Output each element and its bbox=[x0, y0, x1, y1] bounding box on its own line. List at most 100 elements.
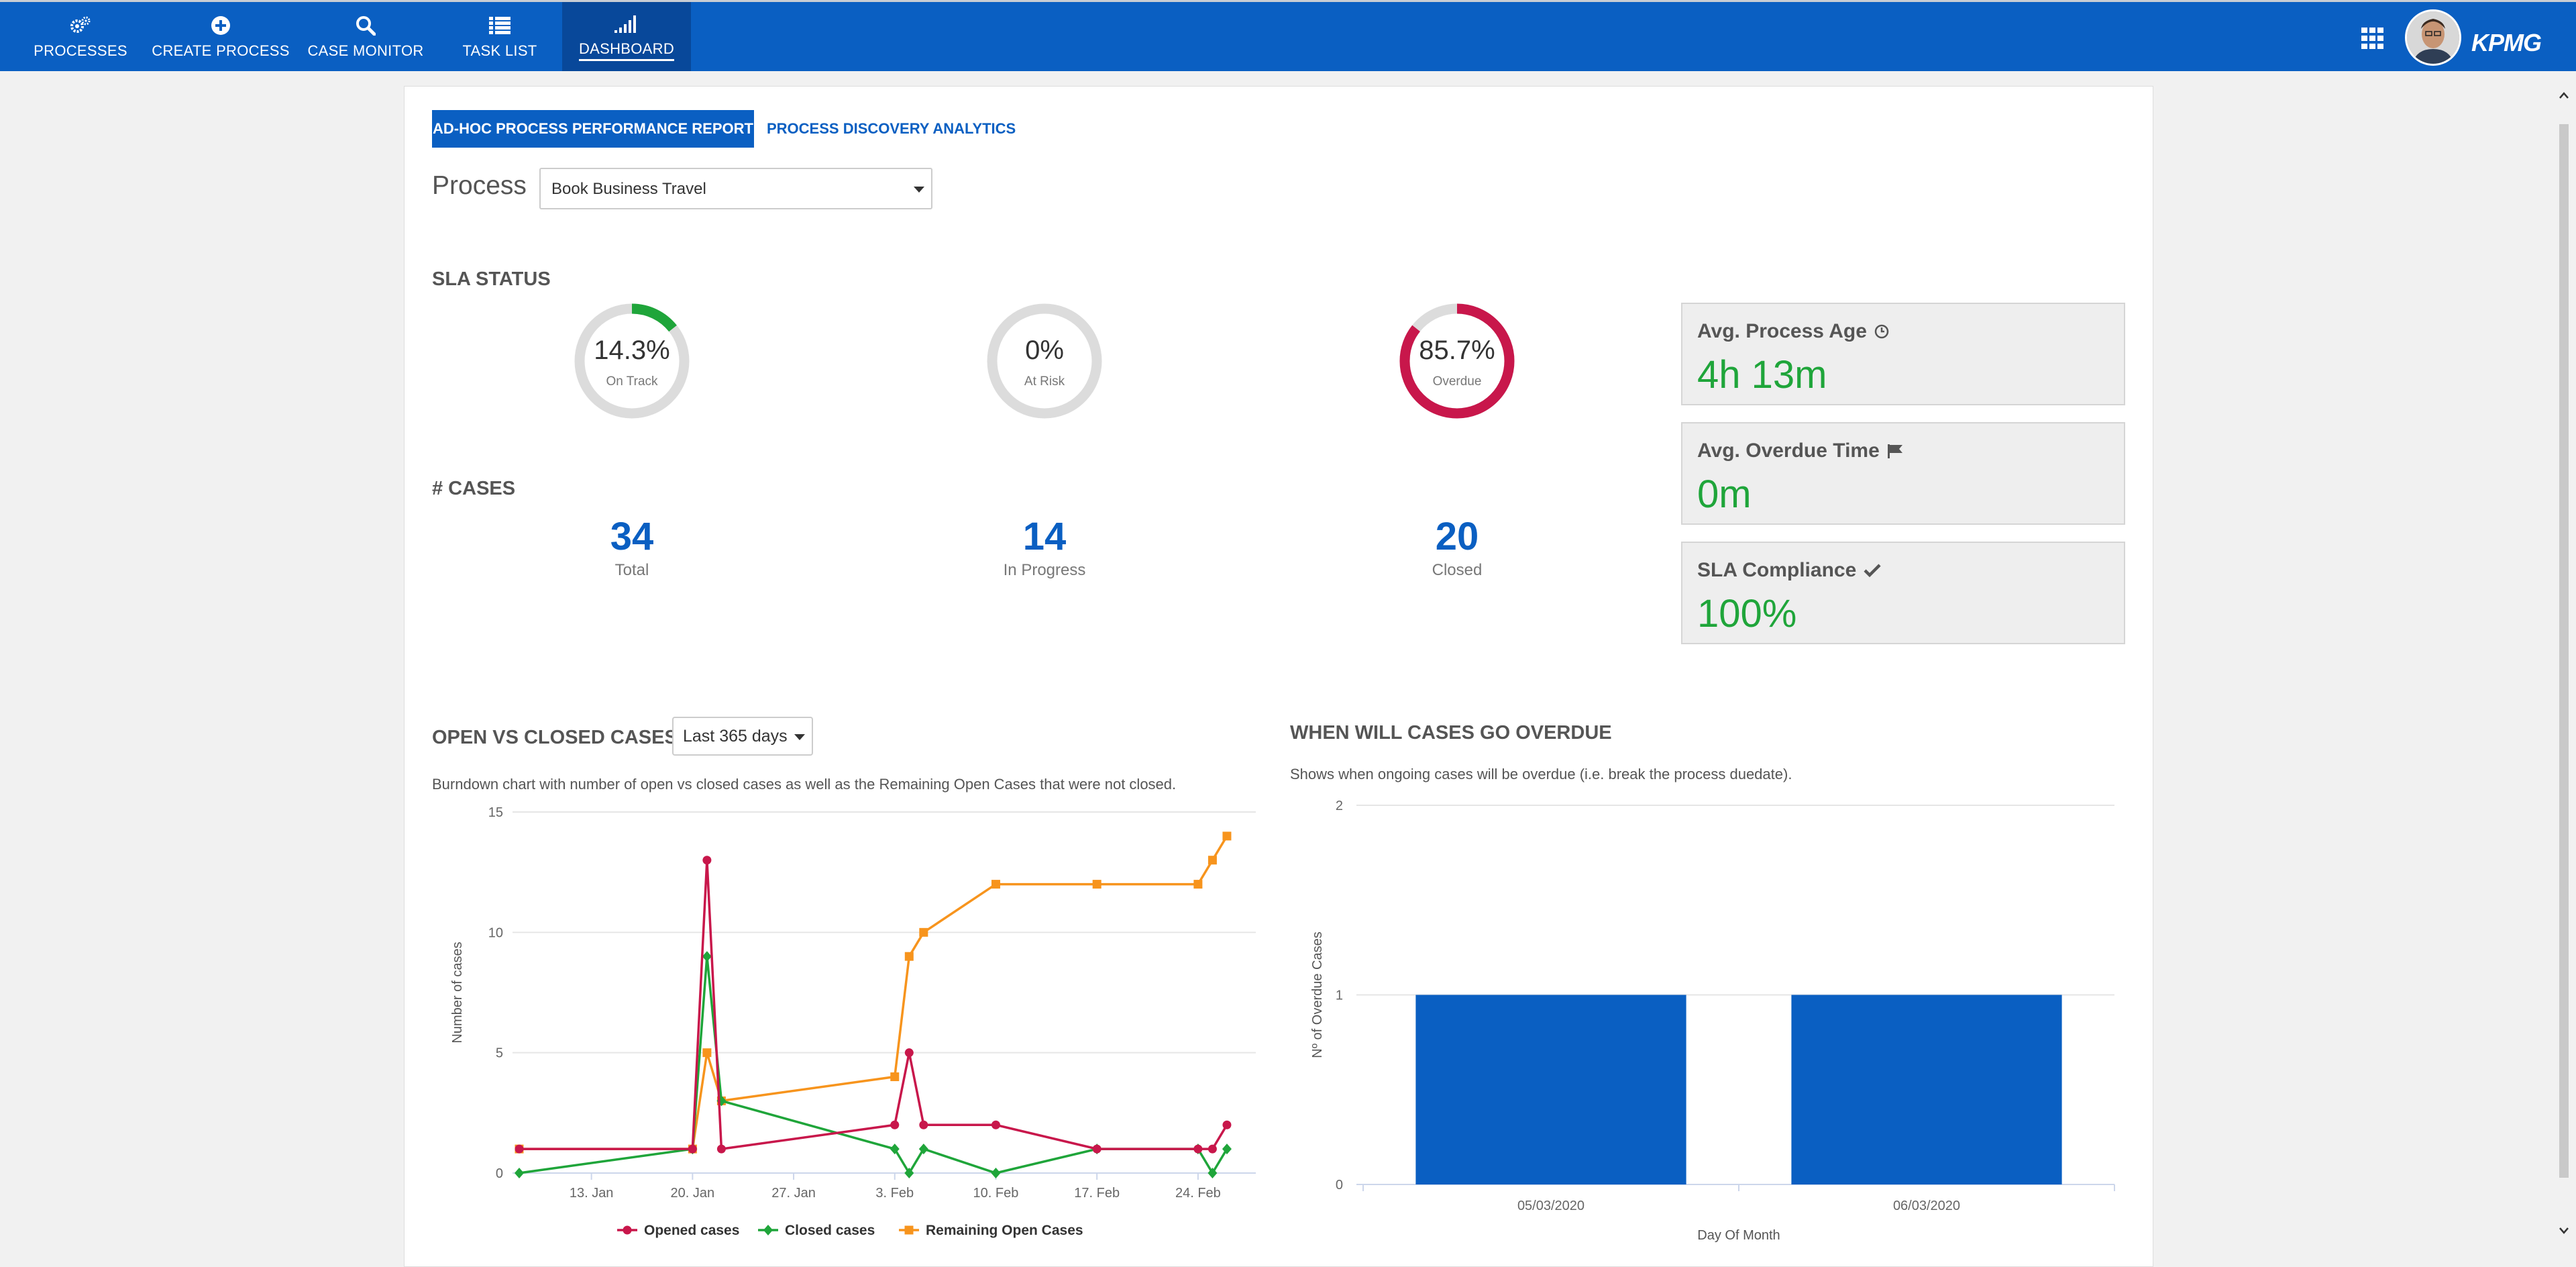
x-tick-label: 10. Feb bbox=[973, 1186, 1019, 1201]
y-axis-label: Number of cases bbox=[450, 942, 465, 1043]
point-marker bbox=[1193, 880, 1203, 889]
point-marker bbox=[1222, 831, 1232, 841]
nav-dashboard[interactable]: DASHBOARD bbox=[562, 2, 691, 71]
x-tick-label: 3. Feb bbox=[875, 1186, 914, 1201]
nav-task-list[interactable]: TASK LIST bbox=[446, 2, 553, 71]
tab-adhoc-report[interactable]: AD-HOC PROCESS PERFORMANCE REPORT bbox=[432, 110, 754, 148]
point-marker bbox=[702, 1048, 712, 1058]
gauge-on-track-label: On Track bbox=[606, 374, 658, 389]
nav-processes[interactable]: PROCESSES bbox=[27, 2, 134, 71]
kpmg-logo: KPMG bbox=[2471, 29, 2542, 56]
nav-create-process-label: CREATE PROCESS bbox=[152, 42, 290, 59]
y-axis-label: Nº of Overdue Cases bbox=[1310, 931, 1325, 1058]
nav-task-list-label: TASK LIST bbox=[462, 42, 537, 59]
bar bbox=[1791, 995, 2062, 1184]
gauge-overdue bbox=[1399, 303, 1515, 419]
point-marker bbox=[918, 1144, 928, 1155]
bar bbox=[1415, 995, 1686, 1184]
chevron-down-icon bbox=[914, 187, 924, 193]
gauge-at-risk-value: 0% bbox=[1025, 336, 1064, 365]
x-tick-label: 05/03/2020 bbox=[1517, 1199, 1585, 1213]
y-tick-label: 2 bbox=[1336, 799, 1343, 813]
kpi-process-age-title: Avg. Process Age bbox=[1697, 320, 1867, 342]
point-marker bbox=[904, 1048, 914, 1058]
scroll-thumb[interactable] bbox=[2559, 124, 2569, 1178]
point-marker bbox=[688, 1144, 697, 1154]
open-closed-description: Burndown chart with number of open vs cl… bbox=[432, 776, 1177, 793]
point-marker bbox=[904, 1225, 914, 1235]
point-marker bbox=[1222, 1120, 1232, 1129]
gauge-overdue-value: 85.7% bbox=[1419, 336, 1495, 365]
checkmark-icon bbox=[1864, 564, 1881, 578]
search-icon bbox=[356, 14, 376, 37]
nav-dashboard-label: DASHBOARD bbox=[578, 40, 675, 61]
point-marker bbox=[904, 1168, 914, 1178]
gauge-at-risk bbox=[987, 303, 1102, 419]
legend-label: Opened cases bbox=[644, 1223, 739, 1238]
point-marker bbox=[623, 1225, 632, 1235]
apps-grid-icon[interactable] bbox=[2361, 28, 2384, 49]
cases-title: # CASES bbox=[432, 478, 516, 499]
point-marker bbox=[919, 1120, 928, 1129]
point-marker bbox=[1208, 1144, 1217, 1154]
legend-label: Remaining Open Cases bbox=[926, 1223, 1083, 1238]
gears-icon bbox=[69, 14, 92, 37]
kpi-overdue-time: Avg. Overdue Time 0m bbox=[1681, 422, 2125, 525]
open-closed-line-chart: 0 5 10 15 13. Jan 20. Jan 27. Jan 3. Feb 10. Feb… bbox=[450, 805, 1256, 1238]
open-closed-title: OPEN VS CLOSED CASES bbox=[432, 727, 678, 748]
user-avatar[interactable] bbox=[2405, 9, 2461, 66]
y-tick-label: 15 bbox=[488, 805, 503, 820]
kpi-overdue-time-title: Avg. Overdue Time bbox=[1697, 440, 1880, 462]
plus-circle-icon bbox=[211, 14, 231, 37]
sla-status-title: SLA STATUS bbox=[432, 268, 551, 290]
kpi-sla-compliance-value: 100% bbox=[1697, 592, 1797, 636]
process-label: Process bbox=[432, 171, 527, 200]
point-marker bbox=[1208, 1168, 1218, 1178]
point-marker bbox=[1208, 856, 1217, 865]
point-marker bbox=[919, 927, 928, 937]
x-tick-label: 27. Jan bbox=[771, 1186, 816, 1201]
x-tick-label: 06/03/2020 bbox=[1893, 1199, 1960, 1213]
y-tick-label: 0 bbox=[496, 1166, 503, 1181]
nav-create-process[interactable]: CREATE PROCESS bbox=[148, 2, 294, 71]
cases-in-progress-label: In Progress bbox=[1003, 561, 1086, 579]
point-marker bbox=[515, 1144, 524, 1154]
series-line-remaining-open-cases bbox=[519, 835, 1228, 1150]
tab-process-discovery[interactable]: PROCESS DISCOVERY ANALYTICS bbox=[767, 120, 1016, 137]
cases-closed-value: 20 bbox=[1435, 515, 1479, 558]
legend-label: Closed cases bbox=[785, 1223, 875, 1238]
x-axis-label: Day Of Month bbox=[1697, 1228, 1780, 1243]
point-marker bbox=[890, 1120, 900, 1129]
cases-closed-label: Closed bbox=[1432, 561, 1483, 579]
gauge-overdue-label: Overdue bbox=[1432, 374, 1482, 389]
kpi-process-age: Avg. Process Age 4h 13m bbox=[1681, 303, 2125, 405]
point-marker bbox=[991, 1120, 1000, 1129]
point-marker bbox=[716, 1095, 727, 1107]
gauge-at-risk-label: At Risk bbox=[1024, 374, 1065, 389]
cases-in-progress-value: 14 bbox=[1022, 515, 1067, 558]
x-tick-label: 20. Jan bbox=[671, 1186, 715, 1201]
process-select[interactable]: Book Business Travel bbox=[539, 168, 932, 209]
gauge-on-track-value: 14.3% bbox=[594, 336, 670, 365]
y-tick-label: 5 bbox=[496, 1046, 503, 1061]
point-marker bbox=[1092, 880, 1102, 889]
flag-icon bbox=[1887, 444, 1902, 458]
gauge-on-track bbox=[574, 303, 690, 419]
nav-case-monitor[interactable]: CASE MONITOR bbox=[302, 2, 429, 71]
overdue-bar-chart: 0 1 2 05/03/2020 06/03/2020 Day Of Month Nº of… bbox=[1310, 799, 2115, 1243]
point-marker bbox=[1092, 1144, 1102, 1154]
date-range-value: Last 365 days bbox=[683, 727, 788, 746]
cases-total-label: Total bbox=[614, 561, 649, 579]
point-marker bbox=[991, 1168, 1001, 1178]
x-tick-label: 17. Feb bbox=[1074, 1186, 1120, 1201]
scroll-up-icon[interactable] bbox=[2559, 91, 2569, 99]
overdue-title: WHEN WILL CASES GO OVERDUE bbox=[1290, 722, 1612, 744]
date-range-select[interactable]: Last 365 days bbox=[672, 717, 813, 756]
scroll-down-icon[interactable] bbox=[2559, 1227, 2569, 1235]
point-marker bbox=[716, 1144, 726, 1154]
x-tick-label: 24. Feb bbox=[1175, 1186, 1221, 1201]
point-marker bbox=[1222, 1144, 1232, 1155]
series-line-opened-cases bbox=[519, 860, 1228, 1151]
kpi-sla-compliance-title: SLA Compliance bbox=[1697, 559, 1857, 581]
nav-processes-label: PROCESSES bbox=[34, 42, 127, 59]
